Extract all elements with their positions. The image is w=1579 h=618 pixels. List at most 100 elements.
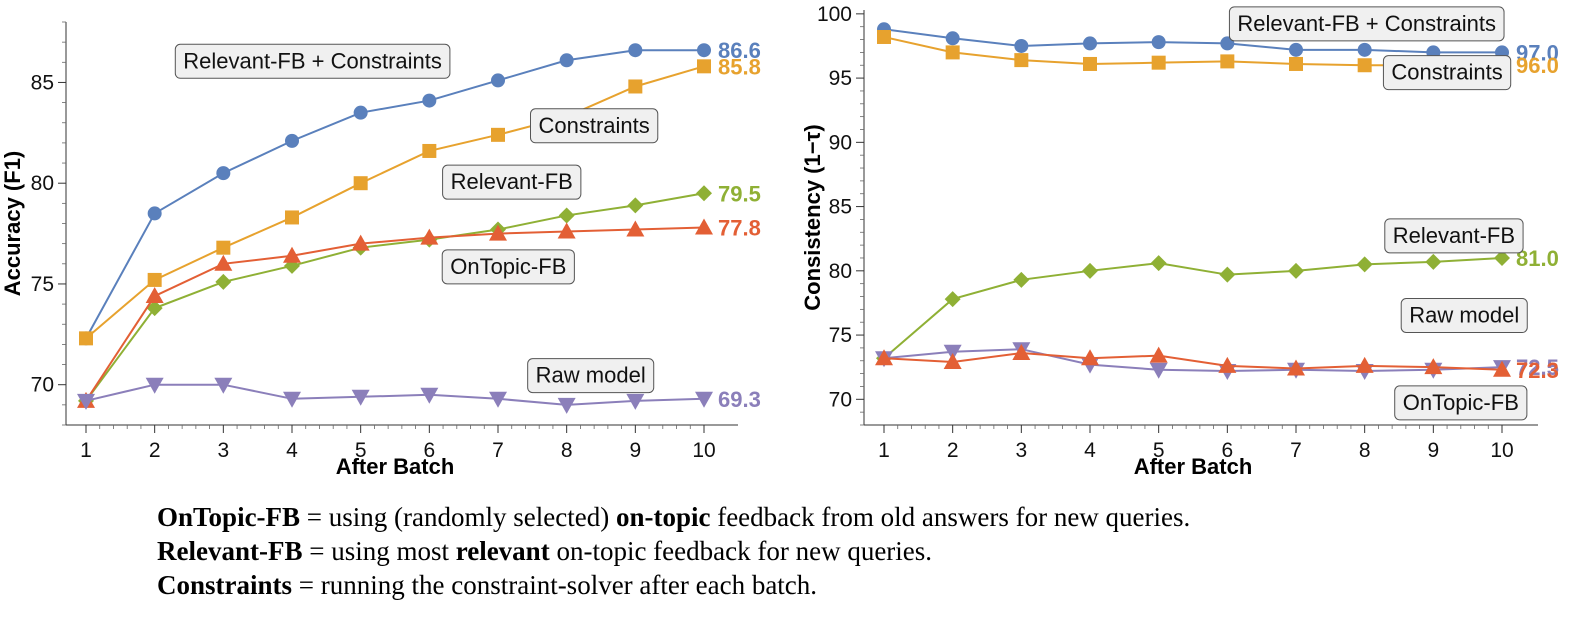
y-tick-label: 90	[829, 131, 852, 154]
series-raw-model: 72.5	[875, 342, 1559, 380]
data-point	[1013, 271, 1030, 288]
data-point	[875, 349, 893, 366]
data-point	[489, 224, 507, 241]
data-point	[422, 143, 437, 158]
data-point	[283, 246, 301, 263]
x-axis-title: After Batch	[1134, 454, 1253, 479]
annotation-box	[1382, 55, 1512, 91]
series-line	[883, 256, 1503, 359]
annotation-label: OnTopic-FB	[450, 254, 566, 279]
accuracy-chart: 1 2 3 4 5 6 7 8 9 10 70 75 80 85 After Batch Accuracy (…	[0, 21, 761, 479]
data-point	[1355, 356, 1374, 373]
annotation-box	[527, 358, 655, 394]
series-constraints: 85.8	[79, 54, 761, 346]
series-raw-model: 69.3	[77, 377, 761, 414]
x-tick-label: 5	[1153, 439, 1165, 462]
data-point	[1150, 255, 1167, 272]
legend-term: Relevant-FB	[157, 536, 303, 566]
data-point	[214, 377, 233, 394]
x-tick-label: 4	[286, 439, 298, 462]
data-point	[1220, 54, 1235, 69]
data-point	[353, 176, 368, 191]
x-tick-label: 5	[355, 439, 367, 462]
series-line	[883, 28, 1502, 54]
y-tick-label: 70	[31, 374, 54, 397]
y-axis-title: Consistency (1−τ)	[800, 124, 825, 310]
data-point	[1149, 362, 1168, 379]
data-point	[1151, 35, 1166, 50]
x-tick-label: 7	[492, 439, 504, 462]
data-point	[943, 353, 962, 370]
annotation-relevant-fb-constraints: Relevant-FB + Constraints	[1228, 6, 1505, 42]
x-tick-label: 9	[1427, 439, 1439, 462]
data-point	[285, 210, 299, 225]
data-point	[1288, 262, 1304, 279]
y-tick-label: 95	[829, 67, 852, 90]
data-point	[491, 127, 505, 142]
data-point	[285, 133, 299, 148]
data-point	[557, 222, 576, 239]
y-tick-label: 80	[829, 260, 852, 283]
data-point	[1082, 262, 1098, 279]
data-point	[145, 377, 164, 394]
legend-text: = using most	[302, 536, 456, 566]
annotation-box	[1228, 6, 1505, 42]
annotation-constraints: Constraints	[1382, 55, 1512, 91]
series-relevant-fb-constraints: 97.0	[877, 22, 1559, 65]
end-value-label: 77.8	[718, 216, 761, 241]
legend: OnTopic-FB = using (randomly selected) o…	[157, 500, 1567, 602]
legend-text: = using (randomly selected)	[300, 502, 616, 532]
series-line	[883, 352, 1503, 371]
annotation-box	[1384, 218, 1524, 254]
annotation-label: Relevant-FB	[451, 169, 573, 194]
data-point	[1357, 58, 1372, 73]
series-line	[85, 383, 705, 406]
end-value-label: 97.0	[1516, 40, 1559, 65]
data-point	[1494, 249, 1510, 266]
data-point	[628, 79, 643, 94]
legend-row-constraints: Constraints = running the constraint-sol…	[157, 568, 1567, 602]
legend-bold-word: on-topic	[615, 502, 711, 532]
legend-text: feedback from old answers for new querie…	[710, 502, 1191, 532]
data-point	[1081, 349, 1099, 366]
data-point	[695, 391, 713, 408]
data-point	[945, 45, 960, 60]
data-point	[1219, 266, 1236, 283]
legend-text: = running the constraint-solver after ea…	[292, 570, 818, 600]
data-point	[626, 220, 645, 237]
end-value-label: 72.3	[1516, 358, 1559, 383]
end-value-label: 79.5	[718, 181, 761, 206]
annotation-box	[529, 108, 659, 144]
data-point	[146, 300, 163, 317]
x-tick-label: 3	[1015, 439, 1027, 462]
annotation-box	[441, 249, 575, 285]
end-value-label: 85.8	[718, 54, 761, 79]
data-point	[1357, 42, 1372, 57]
x-tick-label: 8	[561, 439, 573, 462]
data-point	[1356, 256, 1373, 273]
y-tick-label: 70	[829, 388, 852, 411]
data-point	[1289, 42, 1303, 57]
end-value-label: 96.0	[1516, 53, 1559, 78]
annotation-label: Relevant-FB	[1393, 223, 1515, 248]
y-tick-label: 80	[31, 172, 54, 195]
consistency-chart: 1 2 3 4 5 6 7 8 9 10 70 75 80 85 90 95 100 After Batch Con…	[800, 3, 1559, 479]
series-relevant-fb-constraints: 86.6	[79, 38, 761, 346]
end-value-label: 81.0	[1516, 246, 1559, 271]
data-point	[628, 43, 643, 58]
data-point	[557, 397, 576, 414]
y-tick-label: 85	[829, 196, 852, 219]
legend-term: Constraints	[157, 570, 293, 600]
series-ontopic-fb: 72.3	[875, 344, 1559, 383]
x-tick-label: 6	[423, 439, 435, 462]
x-tick-label: 4	[1084, 439, 1096, 462]
annotation-label: Raw model	[536, 363, 646, 388]
data-point	[145, 287, 164, 304]
data-point	[627, 197, 644, 214]
annotation-label: OnTopic-FB	[1403, 390, 1519, 415]
x-tick-label: 1	[878, 439, 890, 462]
data-point	[147, 272, 162, 287]
annotation-label: Relevant-FB + Constraints	[1237, 11, 1496, 36]
series-line	[85, 65, 705, 340]
